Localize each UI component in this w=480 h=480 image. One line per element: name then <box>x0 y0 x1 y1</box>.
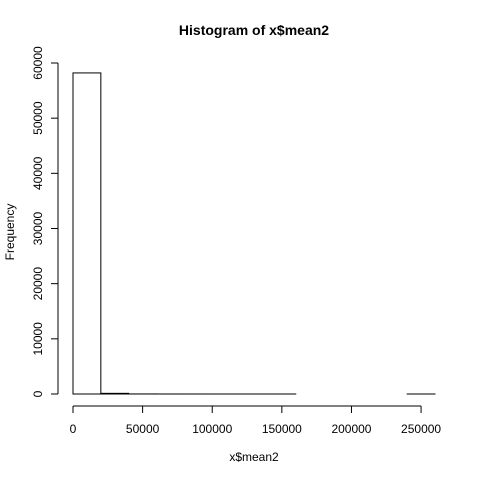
x-tick-label: 150000 <box>262 422 302 436</box>
chart-title: Histogram of x$mean2 <box>179 22 329 38</box>
y-tick-label: 40000 <box>31 156 45 190</box>
y-tick-label: 20000 <box>31 267 45 301</box>
y-tick-label: 60000 <box>31 46 45 80</box>
y-tick-label: 30000 <box>31 211 45 245</box>
histogram-bar <box>100 392 130 395</box>
x-tick-label: 250000 <box>401 422 441 436</box>
x-axis-label: x$mean2 <box>229 450 279 464</box>
y-axis-label: Frequency <box>3 204 17 261</box>
x-axis: 0 50000 100000 150000 200000 250000 <box>70 405 441 436</box>
histogram-bar <box>72 72 102 395</box>
x-tick-label: 50000 <box>126 422 160 436</box>
y-axis: 0 10000 20000 30000 40000 50000 60000 <box>31 46 59 397</box>
y-tick-label: 10000 <box>31 322 45 356</box>
x-tick-label: 0 <box>70 422 77 436</box>
bars-group <box>72 72 436 395</box>
x-tick-label: 200000 <box>331 422 371 436</box>
x-tick-label: 100000 <box>192 422 232 436</box>
y-tick-label: 50000 <box>31 101 45 135</box>
y-tick-label: 0 <box>31 390 45 397</box>
